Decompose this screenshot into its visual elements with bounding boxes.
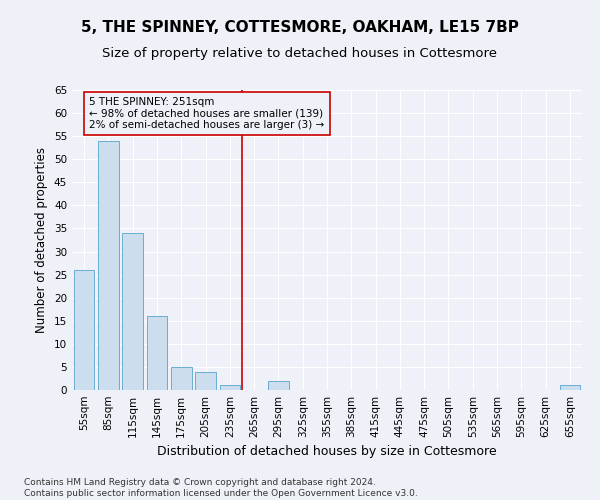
Bar: [146, 316, 167, 390]
Text: 5, THE SPINNEY, COTTESMORE, OAKHAM, LE15 7BP: 5, THE SPINNEY, COTTESMORE, OAKHAM, LE15…: [81, 20, 519, 35]
Text: Contains HM Land Registry data © Crown copyright and database right 2024.
Contai: Contains HM Land Registry data © Crown c…: [24, 478, 418, 498]
Bar: [560, 386, 580, 390]
Bar: [268, 381, 289, 390]
Bar: [122, 233, 143, 390]
Text: 5 THE SPINNEY: 251sqm
← 98% of detached houses are smaller (139)
2% of semi-deta: 5 THE SPINNEY: 251sqm ← 98% of detached …: [89, 97, 325, 130]
Bar: [195, 372, 216, 390]
X-axis label: Distribution of detached houses by size in Cottesmore: Distribution of detached houses by size …: [157, 446, 497, 458]
Y-axis label: Number of detached properties: Number of detached properties: [35, 147, 49, 333]
Bar: [74, 270, 94, 390]
Text: Size of property relative to detached houses in Cottesmore: Size of property relative to detached ho…: [103, 48, 497, 60]
Bar: [171, 367, 191, 390]
Bar: [98, 141, 119, 390]
Bar: [220, 386, 240, 390]
